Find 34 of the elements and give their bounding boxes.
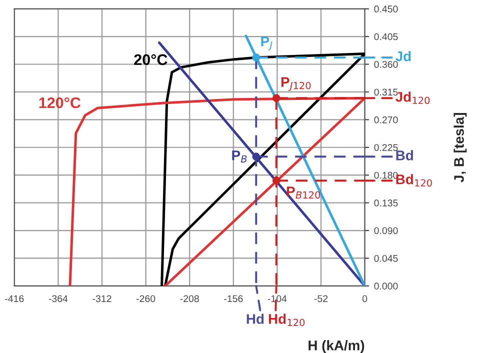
series-label: P$_{J}$	[261, 36, 272, 50]
text: Hd$_{120}$	[268, 314, 305, 326]
y-tick-label: 0.000	[374, 282, 398, 290]
x-tick-label: -104	[268, 295, 287, 302]
y-tick-label: 0.045	[374, 254, 398, 262]
y-tick-label: 0.180	[374, 172, 398, 179]
x-tick-label: -312	[92, 295, 112, 302]
x-tick-label: -156	[224, 295, 243, 302]
series-label: P$_{B120}$	[287, 186, 320, 199]
y-tick-label: 0.135	[374, 200, 398, 206]
y-tick-label: 0.315	[374, 88, 398, 96]
y-tick-label: 0.225	[374, 144, 398, 151]
x-tick-label: -52	[314, 295, 328, 302]
x-tick-label: -416	[5, 295, 24, 302]
series-label: P$_{J120}$	[281, 77, 311, 92]
y-tick-label: 0.450	[374, 6, 398, 12]
legend-label: Bd$_{120}$	[396, 174, 432, 187]
x-tick-label: -364	[48, 295, 68, 302]
x-tick-label: 0	[362, 295, 368, 302]
y-tick-label: 0.405	[374, 33, 398, 40]
y-tick-label: 0.090	[374, 227, 398, 234]
x-tick-label: -260	[136, 295, 156, 302]
series-label: P$_{B}$	[232, 150, 247, 162]
y-axis-title: J, B [tesla]	[454, 113, 467, 182]
y-tick-label: 0.270	[374, 116, 398, 124]
x-tick-label: -208	[180, 295, 199, 302]
legend-label: Jd$_{120}$	[396, 92, 430, 104]
x-axis-title: H (kA/m)	[308, 340, 364, 353]
series-label: 120°C	[39, 97, 81, 108]
legend-label: Jd	[396, 51, 411, 62]
text: Hd	[246, 314, 264, 324]
series-label: 20°C	[134, 54, 168, 66]
y-tick-label: 0.360	[374, 60, 398, 68]
legend-label: Bd	[396, 150, 413, 160]
